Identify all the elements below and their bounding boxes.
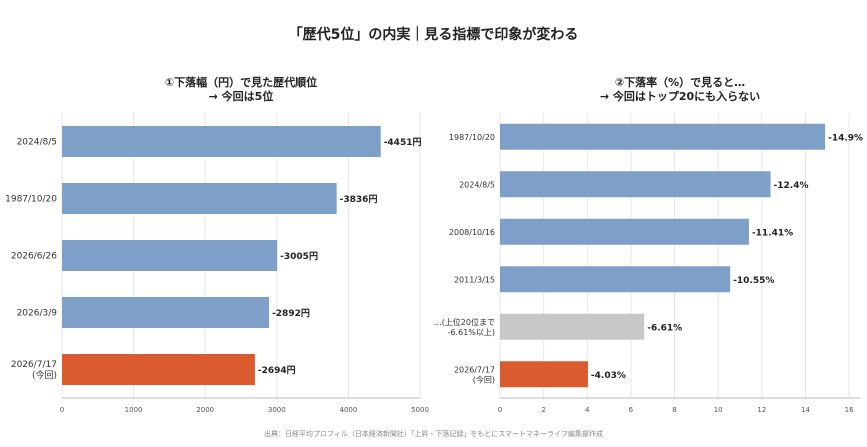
chart-1-category-label: 2024/8/5 bbox=[17, 138, 57, 148]
chart-1-x-tick-label: 5000 bbox=[411, 406, 429, 414]
chart-1-x-tick-label: 3000 bbox=[268, 406, 286, 414]
chart-2-value-label: -4.03% bbox=[591, 371, 626, 381]
chart-2-value-label: -6.61% bbox=[647, 323, 682, 333]
chart-2-x-tick-label: 16 bbox=[845, 406, 854, 414]
chart-2-x-tick-label: 4 bbox=[585, 406, 590, 414]
chart-2-value-label: -14.9% bbox=[828, 133, 863, 143]
chart-2-value-label: -12.4% bbox=[774, 181, 809, 191]
chart-1-title-line-1: ①下落幅（円）で見た歴代順位 bbox=[164, 76, 318, 89]
chart-2-category-label: 2011/3/15 bbox=[454, 275, 495, 284]
chart-2-title-line-1: ②下落率（%）で見ると… bbox=[614, 76, 746, 89]
chart-1-bar bbox=[62, 183, 337, 214]
chart-1-x-tick-label: 4000 bbox=[339, 406, 357, 414]
chart-1-category-label: 2026/3/9 bbox=[17, 309, 58, 319]
chart-1-category-label: 2026/7/17 bbox=[11, 360, 57, 370]
chart-2-bar bbox=[500, 123, 826, 150]
chart-2-category-label: 2024/8/5 bbox=[459, 180, 495, 189]
chart-2-bar bbox=[500, 361, 588, 388]
chart-1-x-tick-label: 0 bbox=[60, 406, 64, 414]
chart-2-category-label: (今回) bbox=[473, 374, 495, 384]
chart-2-title-line-2: → 今回はトップ20にも入らない bbox=[599, 90, 761, 103]
chart-1-title: ①下落幅（円）で見た歴代順位 → 今回は5位 bbox=[62, 76, 420, 104]
chart-2-bar bbox=[500, 313, 645, 340]
chart-1-bar bbox=[62, 240, 278, 271]
chart-1-category-label: (今回) bbox=[32, 369, 57, 381]
chart-1-bar bbox=[62, 126, 381, 157]
chart-1-x-tick-label: 2000 bbox=[196, 406, 214, 414]
chart-2-x-tick-label: 6 bbox=[629, 406, 634, 414]
chart-1-category-label: 1987/10/20 bbox=[5, 195, 57, 205]
chart-2-x-tick-label: 14 bbox=[801, 406, 810, 414]
chart-2-x-tick-label: 8 bbox=[672, 406, 676, 414]
source-note: 出典：日経平均プロフィル（日本経済新聞社）「上昇・下落記録」をもとにスマートマネ… bbox=[263, 430, 603, 438]
chart-1-value-label: -3005円 bbox=[280, 251, 318, 262]
chart-2-x-tick-label: 2 bbox=[541, 406, 545, 414]
chart-2-category-label: 2026/7/17 bbox=[454, 365, 495, 374]
chart-1-bar bbox=[62, 297, 270, 328]
chart-1-value-label: -4451円 bbox=[384, 137, 422, 148]
chart-2-category-label: 2008/10/16 bbox=[449, 228, 495, 237]
chart-1-title-line-2: → 今回は5位 bbox=[208, 90, 274, 103]
chart-1-bar bbox=[62, 354, 255, 385]
chart-2-category-label: -6.61%以上) bbox=[448, 328, 495, 337]
chart-2-x-tick-label: 0 bbox=[498, 406, 502, 414]
chart-2-x-tick-label: 12 bbox=[757, 406, 766, 414]
chart-2-bar bbox=[500, 218, 749, 245]
chart-2-value-label: -10.55% bbox=[733, 276, 774, 286]
chart-2-category-label: …(上位20位まで bbox=[434, 317, 495, 327]
chart-1-value-label: -3836円 bbox=[340, 194, 378, 205]
chart-2-bar bbox=[500, 266, 731, 293]
chart-2-title: ②下落率（%）で見ると… → 今回はトップ20にも入らない bbox=[500, 76, 860, 104]
page-title: 「歴代5位」の内実｜見る指標で印象が変わる bbox=[288, 27, 579, 43]
chart-2-x-tick-label: 10 bbox=[714, 406, 723, 414]
chart-1-value-label: -2694円 bbox=[258, 365, 296, 376]
chart-2-value-label: -11.41% bbox=[752, 228, 793, 238]
chart-1-category-label: 2026/6/26 bbox=[11, 252, 57, 262]
chart-2-bar bbox=[500, 171, 771, 198]
chart-1-value-label: -2892円 bbox=[272, 308, 310, 319]
chart-2-category-label: 1987/10/20 bbox=[449, 133, 495, 142]
chart-1-x-tick-label: 1000 bbox=[125, 406, 143, 414]
